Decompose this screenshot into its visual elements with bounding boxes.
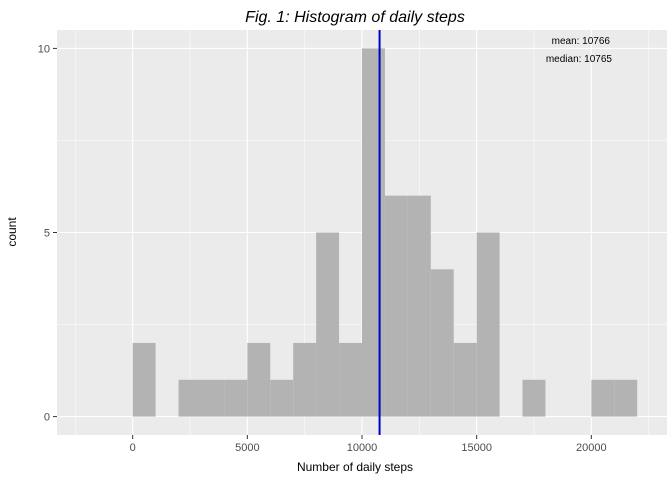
chart-title: Fig. 1: Histogram of daily steps: [245, 9, 465, 26]
histogram-bar: [614, 379, 638, 417]
y-axis-label: count: [5, 217, 19, 247]
median-annotation: median: 10765: [546, 54, 613, 65]
histogram-bar: [430, 269, 454, 417]
histogram-bar: [591, 379, 615, 417]
x-axis-label: Number of daily steps: [297, 460, 413, 474]
histogram-bar: [407, 195, 431, 417]
histogram-bar: [339, 342, 362, 417]
histogram-bar: [247, 342, 271, 417]
histogram-bar: [132, 342, 156, 417]
mean-annotation: mean: 10766: [552, 36, 611, 47]
histogram-bar: [316, 232, 340, 417]
x-axis: 0 5000 10000 15000 20000: [130, 435, 607, 454]
y-tick-label: 10: [38, 43, 50, 55]
y-axis: 0 5 10: [38, 43, 57, 424]
x-tick-label: 5000: [235, 442, 259, 454]
histogram-bar: [362, 48, 385, 417]
histogram-bar: [178, 379, 202, 417]
x-tick-label: 10000: [347, 442, 378, 454]
histogram-bar: [270, 379, 294, 417]
x-tick-label: 0: [130, 442, 136, 454]
histogram-bar: [453, 342, 477, 417]
histogram-bar: [522, 379, 546, 417]
histogram-bar: [476, 232, 500, 417]
histogram-bar: [293, 342, 317, 417]
y-tick-label: 5: [44, 228, 50, 240]
histogram-bar: [384, 195, 408, 417]
x-tick-label: 15000: [461, 442, 492, 454]
x-tick-label: 20000: [576, 442, 607, 454]
histogram-bar: [201, 379, 225, 417]
y-tick-label: 0: [44, 412, 50, 424]
histogram-bar: [224, 379, 248, 417]
